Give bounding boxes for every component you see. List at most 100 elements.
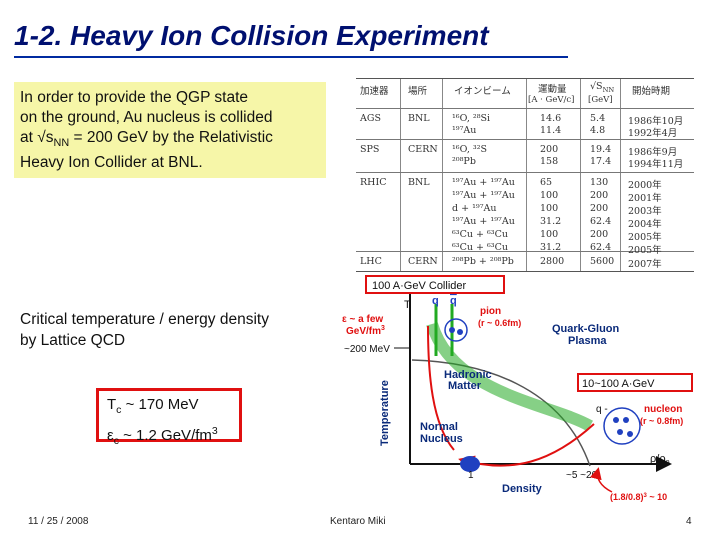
lattice-line-2: by Lattice QCD: [20, 332, 126, 349]
ec-line: εc ~ 1.2 GeV/fm3: [107, 421, 231, 452]
few-gev-line-1: ε ~ a few: [342, 314, 383, 325]
few-gev-superscript: 3: [381, 325, 385, 332]
table-row: ⁶³Cu + ⁶³Cu 100 200 2005年: [356, 229, 694, 243]
table-cell: ¹⁹⁷Au + ¹⁹⁷Au: [452, 216, 515, 227]
table-cell: 100: [540, 229, 559, 240]
table-cell: 1994年11月: [628, 159, 684, 170]
table-row: ⁶³Cu + ⁶³Cu 31.2 62.4 2005年: [356, 242, 694, 256]
formula-base: (1.8/0.8): [610, 492, 644, 502]
header-start-date: 開始時期: [632, 86, 671, 97]
table-cell: 2000年: [628, 180, 662, 191]
t-axis-label: T: [404, 299, 411, 311]
table-row: LHC CERN ²⁰⁸Pb + ²⁰⁸Pb 2800 5600 2007年: [356, 256, 694, 270]
footer-date: 11 / 25 / 2008: [28, 516, 89, 527]
table-cell: 2005年: [628, 232, 662, 243]
table-cell: 17.4: [590, 156, 612, 167]
table-cell: 200: [590, 190, 609, 201]
table-cell: ¹⁹⁷Au: [452, 125, 477, 136]
table-cell: 100: [540, 190, 559, 201]
table-cell: 200: [590, 229, 609, 240]
table-cell: d + ¹⁹⁷Au: [452, 203, 497, 214]
qgp-line-1: Quark-Gluon: [552, 323, 620, 335]
table-cell: 5.4: [590, 113, 606, 124]
nucleon-size: (r ~ 0.8fm): [640, 416, 683, 426]
pion-antiquark: [457, 329, 463, 335]
qgp-line-2: Plasma: [568, 335, 607, 347]
intro-text-box: In order to provide the QGP state on the…: [14, 82, 326, 178]
table-row: ¹⁹⁷Au 11.4 4.8 1992年4月: [356, 125, 694, 139]
few-gev-line-2: GeV/fm3: [346, 325, 385, 337]
table-cell: ¹⁹⁷Au + ¹⁹⁷Au: [452, 177, 515, 188]
intro-line-4: Heavy Ion Collider at BNL.: [20, 154, 203, 172]
sqrt-s: at √s: [20, 129, 54, 146]
cooling-path-arrow: [426, 322, 594, 432]
pion-size: (r ~ 0.6fm): [478, 318, 521, 328]
table-cell: BNL: [408, 113, 430, 124]
tick-1: 1: [468, 470, 474, 481]
rho-subscript: 0: [666, 460, 670, 467]
qbar-label: q: [450, 295, 457, 307]
table-cell: AGS: [360, 113, 381, 124]
table-cell: ¹⁹⁷Au + ¹⁹⁷Au: [452, 190, 515, 201]
table-row: AGS BNL ¹⁶O, ²⁸Si 14.6 5.4 1986年10月: [356, 113, 694, 127]
header-ion-beam: イオンビーム: [454, 86, 511, 97]
nucleon-quark-3: [617, 429, 623, 435]
tc-subscript: c: [116, 404, 122, 416]
early-universe-arrow: [427, 325, 455, 451]
header-accelerator: 加速器: [360, 86, 389, 97]
formula-arrow: [590, 467, 613, 493]
nucleon-label: nucleon: [644, 404, 682, 415]
table-row: RHIC BNL ¹⁹⁷Au + ¹⁹⁷Au 65 130 2000年: [356, 177, 694, 191]
table-row: d + ¹⁹⁷Au 100 200 2003年: [356, 203, 694, 217]
table-cell: SPS: [360, 144, 380, 155]
critical-values-box: Tc ~ 170 MeV εc ~ 1.2 GeV/fm3: [96, 388, 242, 447]
pion-circle: [444, 318, 468, 342]
table-cell: 2001年: [628, 193, 662, 204]
table-cell: CERN: [408, 144, 438, 155]
table-cell: 11.4: [540, 125, 562, 136]
table-cell: ²⁰⁸Pb + ²⁰⁸Pb: [452, 256, 514, 267]
q-label: q: [432, 295, 439, 307]
table-cell: 31.2: [540, 216, 562, 227]
footer-author: Kentaro Miki: [330, 516, 386, 527]
tick-formula: (1.8/0.8)3 ~ 10: [610, 492, 667, 502]
formula-superscript: 3: [644, 493, 648, 499]
table-cell: 100: [540, 203, 559, 214]
table-cell: ⁶³Cu + ⁶³Cu: [452, 242, 509, 253]
lattice-qcd-text: Critical temperature / energy density by…: [20, 309, 269, 351]
table-cell: 2003年: [628, 206, 662, 217]
tc-value: ~ 170 MeV: [121, 396, 199, 413]
sqrt-s-subscript: NN: [602, 85, 615, 94]
normal-line-2: Nucleus: [420, 433, 463, 445]
pion-quark: [449, 327, 455, 333]
lattice-line-1: Critical temperature / energy density: [20, 311, 269, 328]
density-axis-label: Density: [502, 483, 543, 495]
table-cell: ⁶³Cu + ⁶³Cu: [452, 229, 509, 240]
table-cell: 14.6: [540, 113, 562, 124]
table-cell: RHIC: [360, 177, 387, 188]
header-momentum-unit: [A · GeV/c]: [528, 95, 575, 105]
ec-symbol: ε: [107, 427, 114, 444]
nucleon-quark-2: [623, 417, 629, 423]
nucleon-cluster: [603, 407, 641, 445]
table-cell: 65: [540, 177, 553, 188]
intro-line-1: In order to provide the QGP state: [20, 89, 249, 106]
tick-5-20: ~5 ~20: [566, 470, 598, 481]
qcd-phase-diagram: 100 A·GeV Collider T q q pion (r ~ 0.6fm…: [342, 275, 693, 502]
mev-label: ~200 MeV: [344, 344, 390, 355]
table-cell: 19.4: [590, 144, 612, 155]
ec-subscript: c: [113, 435, 119, 447]
table-cell: ¹⁶O, ³²S: [452, 144, 488, 155]
table-cell: 158: [540, 156, 559, 167]
intro-line-3: at √sNN = 200 GeV by the Relativistic: [20, 128, 320, 153]
rho-symbol: ρ/ρ: [650, 453, 666, 465]
few-gev-unit: GeV/fm: [346, 326, 381, 337]
header-location: 場所: [408, 86, 428, 97]
table-cell: 1986年10月: [628, 116, 684, 127]
table-cell: 31.2: [540, 242, 562, 253]
normal-nucleus-dot: [460, 456, 480, 472]
hadronic-line-2: Matter: [448, 380, 482, 392]
ags-label: 10~100 A·GeV: [582, 378, 655, 390]
energy-text: = 200 GeV by the Relativistic: [69, 129, 273, 146]
table-cell: LHC: [360, 256, 382, 267]
